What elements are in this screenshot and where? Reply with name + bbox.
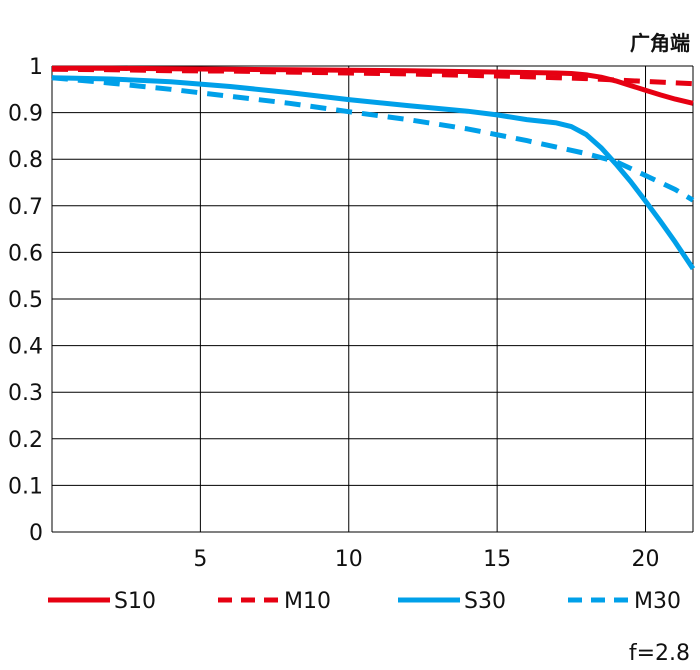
y-tick-label: 1 — [29, 55, 43, 80]
y-tick-label: 0.9 — [8, 102, 43, 127]
y-tick-label: 0.8 — [8, 148, 43, 173]
legend-label-m30: M30 — [634, 589, 681, 614]
legend: S10 M10 S30 M30 — [48, 589, 681, 614]
y-tick-label: 0.5 — [8, 288, 43, 313]
x-axis-ticks: 5 10 15 20 — [193, 547, 659, 572]
y-tick-label: 0.2 — [8, 428, 43, 453]
y-tick-label: 0.3 — [8, 381, 43, 406]
y-tick-label: 0.4 — [8, 335, 43, 360]
y-tick-label: 0.1 — [8, 474, 43, 499]
grid — [51, 65, 694, 533]
series-line-s10 — [52, 65, 694, 106]
x-tick-label: 10 — [335, 547, 363, 572]
y-tick-label: 0.7 — [8, 195, 43, 220]
legend-label-s10: S10 — [114, 589, 156, 614]
corner-label: 广角端 — [630, 31, 690, 55]
series-line-s30 — [51, 75, 696, 271]
legend-label-m10: M10 — [284, 589, 331, 614]
series-line-m10 — [51, 66, 694, 87]
y-tick-label: 0 — [29, 521, 43, 546]
legend-label-s30: S30 — [464, 589, 506, 614]
x-tick-label: 5 — [193, 547, 207, 572]
x-tick-label: 15 — [483, 547, 511, 572]
y-tick-label: 0.6 — [8, 241, 43, 266]
aperture-label: f=2.8 — [629, 641, 690, 666]
series-line-m30 — [51, 75, 695, 203]
series-lines — [51, 65, 696, 271]
y-axis-ticks: 0 0.1 0.2 0.3 0.4 0.5 0.6 0.7 0.8 0.9 1 — [8, 55, 43, 546]
x-tick-label: 20 — [632, 547, 660, 572]
